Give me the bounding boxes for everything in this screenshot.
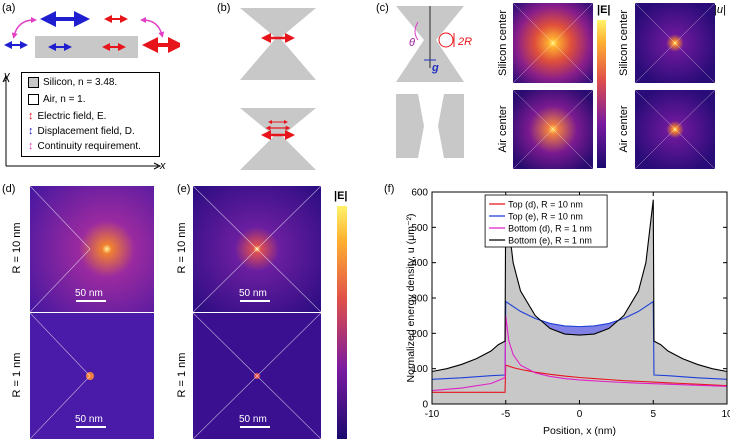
legend-silicon-text: Silicon, n = 3.48. [43,77,118,88]
scale-bar-e-1 [240,300,270,302]
scale-bar-d-2 [76,426,106,428]
panel-c-geometry [396,6,464,158]
panel-a-axes [2,74,162,170]
x-tick-label: -10 [425,409,440,420]
air-swatch-icon [28,94,39,105]
x-axis-label: Position, x (nm) [543,425,616,437]
scale-label-d-2: 50 nm [75,414,103,425]
legend-entry-1: Top (e), R = 10 nm [508,212,583,222]
legend-air: Air, n = 1. [28,94,86,105]
heatmap-silicon-center-E [513,3,593,83]
legend-entry-3: Bottom (e), R = 1 nm [508,236,592,246]
continuity-arrow-left [11,17,37,39]
y-tick-label: 400 [411,258,428,269]
chart-legend-box [484,194,608,248]
silicon-slab [35,36,138,58]
panel-label-b: (b) [217,2,231,14]
row-label-silicon-center-1: Silicon center [497,9,509,77]
x-tick-label: -5 [501,409,510,420]
g-label: g [432,62,439,74]
x-tick-label: 5 [650,409,656,420]
geometry-air-center-left [396,94,424,158]
panel-b-diagram [240,8,316,170]
colorbar-e-label: |E| [334,190,348,202]
row-label-air-center-1: Air center [497,105,509,153]
panel-label-a: (a) [2,2,16,14]
x-tick-label: 10 [721,409,730,420]
legend-silicon: Silicon, n = 3.48. [28,77,117,88]
theta-arc [414,21,419,41]
series-line-0 [432,364,728,393]
legend-displacement-text: Displacement field, D. [37,125,135,137]
colorbar-c-E [597,20,606,168]
legend-air-text: Air, n = 1. [43,94,86,105]
axis-x-label: x [160,160,166,172]
heatmap-d-r1 [30,313,154,439]
colorbar-c-E-label: |E| [597,4,611,16]
electric-field-arrow-icon: ↕ [28,110,34,122]
legend-entry-2: Bottom (d), R = 1 nm [508,224,592,234]
scale-label-d-1: 50 nm [75,288,103,299]
y-tick-label: 0 [422,400,428,411]
geometry-air-center-right [438,94,464,158]
heatmap-d-r10 [30,186,154,312]
row-label-d-r10: R = 10 nm [11,222,23,274]
material-legend: Silicon, n = 3.48. Air, n = 1. ↕ Electri… [21,72,160,157]
legend-continuity: ↕ Continuity requirement. [28,140,141,152]
legend-electric: ↕ Electric field, E. [28,110,106,122]
series-line-3 [431,199,728,373]
row-label-e-r1: R = 1 nm [176,352,188,398]
bowtie-top [240,8,316,80]
row-label-air-center-2: Air center [618,105,630,153]
shaded-area-difference [513,306,646,336]
scale-label-e-1: 50 nm [239,288,267,299]
continuity-arrow-right [140,17,165,38]
row-label-e-r10: R = 10 nm [176,222,188,274]
y-tick-label: 100 [411,364,428,375]
scale-bar-d-1 [76,300,106,302]
legend-entry-0: Top (d), R = 10 nm [508,200,583,210]
x-tick-label: 0 [577,409,583,420]
legend-continuity-text: Continuity requirement. [37,140,141,152]
y-tick-label: 200 [411,329,428,340]
scale-label-e-2: 50 nm [239,414,267,425]
row-label-d-r1: R = 1 nm [11,352,23,398]
energy-density-chart: 0 100 200 300 400 500 600 -10 -5 0 5 10 Position, x … [405,188,730,438]
colorbar-c-u-label: |u| [714,4,726,16]
legend-displacement: ↕ Displacement field, D. [28,125,135,137]
legend-electric-text: Electric field, E. [37,110,107,122]
two-r-label: 2R [458,36,473,48]
panel-a-diagram [4,11,180,58]
heatmap-air-center-E [513,90,593,169]
y-tick-label: 600 [411,188,428,199]
continuity-arrow-icon: ↕ [28,140,34,152]
silicon-swatch-icon [28,77,39,88]
heatmap-e-r1 [193,313,321,439]
heatmap-e-r10 [193,186,321,312]
row-label-silicon-center-2: Silicon center [618,9,630,77]
theta-label: θ [409,37,415,49]
scale-bar-e-2 [240,426,270,428]
heatmap-silicon-center-u [635,3,715,83]
panel-label-d: (d) [2,183,16,195]
heatmap-air-center-u [635,90,715,169]
panel-label-e: (e) [177,183,191,195]
y-tick-label: 300 [411,294,428,305]
series-line-2 [431,315,728,392]
bowtie-bottom [240,108,316,170]
displacement-field-arrow-icon: ↕ [28,125,34,137]
y-axis-label: Normalized energy density, u (μm⁻²) [405,214,417,383]
panel-label-f: (f) [384,183,395,195]
colorbar-e [337,206,347,439]
axis-y-label: y [4,70,10,82]
panel-label-c: (c) [376,2,389,14]
radius-circle [438,32,454,48]
y-tick-label: 500 [411,223,428,234]
